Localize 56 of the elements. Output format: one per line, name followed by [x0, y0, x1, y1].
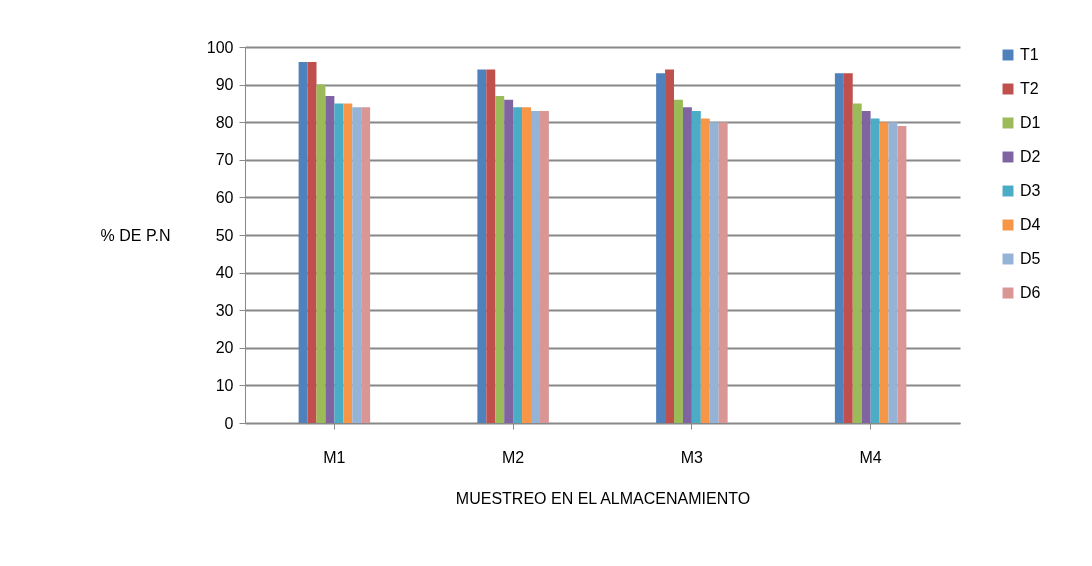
bar — [879, 122, 889, 423]
bar — [486, 69, 496, 423]
bar — [531, 110, 540, 423]
bar — [343, 103, 353, 423]
bar — [539, 110, 549, 423]
bar — [834, 73, 844, 423]
bar — [888, 122, 898, 423]
y-tick-label: 60 — [215, 188, 234, 206]
legend-label: D6 — [1020, 284, 1041, 301]
bar — [897, 125, 907, 423]
bar — [352, 107, 362, 423]
bar — [298, 62, 308, 423]
bar — [709, 122, 719, 423]
bar — [495, 95, 505, 423]
legend-label: T1 — [1020, 46, 1039, 63]
legend-label: D2 — [1020, 148, 1041, 165]
y-axis-title: % DE P.N — [100, 226, 171, 244]
bar — [674, 99, 683, 423]
bar — [513, 107, 523, 423]
x-tick-label: M3 — [680, 448, 704, 466]
bar — [522, 107, 531, 423]
bar — [691, 110, 701, 423]
bar — [870, 118, 880, 423]
bar — [307, 62, 317, 423]
y-tick-label: 0 — [224, 414, 234, 432]
legend-label: T2 — [1020, 80, 1039, 97]
bar — [700, 118, 710, 423]
bar — [665, 69, 674, 423]
bar — [361, 107, 371, 423]
x-axis-title: MUESTREO EN EL ALMACENAMIENTO — [455, 489, 751, 507]
y-tick-label: 20 — [215, 339, 234, 357]
bar — [852, 103, 862, 423]
y-tick-label: 70 — [215, 151, 234, 169]
y-tick-label: 50 — [215, 226, 234, 244]
x-tick-label: M2 — [502, 448, 525, 466]
bar — [718, 122, 728, 423]
y-tick-label: 90 — [215, 76, 234, 94]
y-tick-label: 80 — [215, 113, 234, 131]
x-tick-label: M1 — [323, 448, 346, 466]
y-tick-label: 40 — [215, 264, 234, 282]
y-tick-label: 30 — [215, 301, 234, 319]
bar — [504, 99, 514, 423]
bar — [325, 95, 335, 423]
y-tick-label: 10 — [215, 376, 234, 394]
bar — [477, 69, 487, 423]
bar — [861, 110, 871, 423]
legend-label: D5 — [1020, 250, 1041, 267]
y-tick-label: 100 — [206, 38, 234, 56]
bar — [843, 73, 853, 423]
legend-label: D4 — [1020, 216, 1041, 233]
legend-label: D3 — [1020, 182, 1041, 199]
bar — [656, 73, 666, 423]
legend-label: D1 — [1020, 114, 1041, 131]
x-tick-label: M4 — [859, 448, 882, 466]
bar — [682, 107, 692, 423]
bar — [334, 103, 344, 423]
